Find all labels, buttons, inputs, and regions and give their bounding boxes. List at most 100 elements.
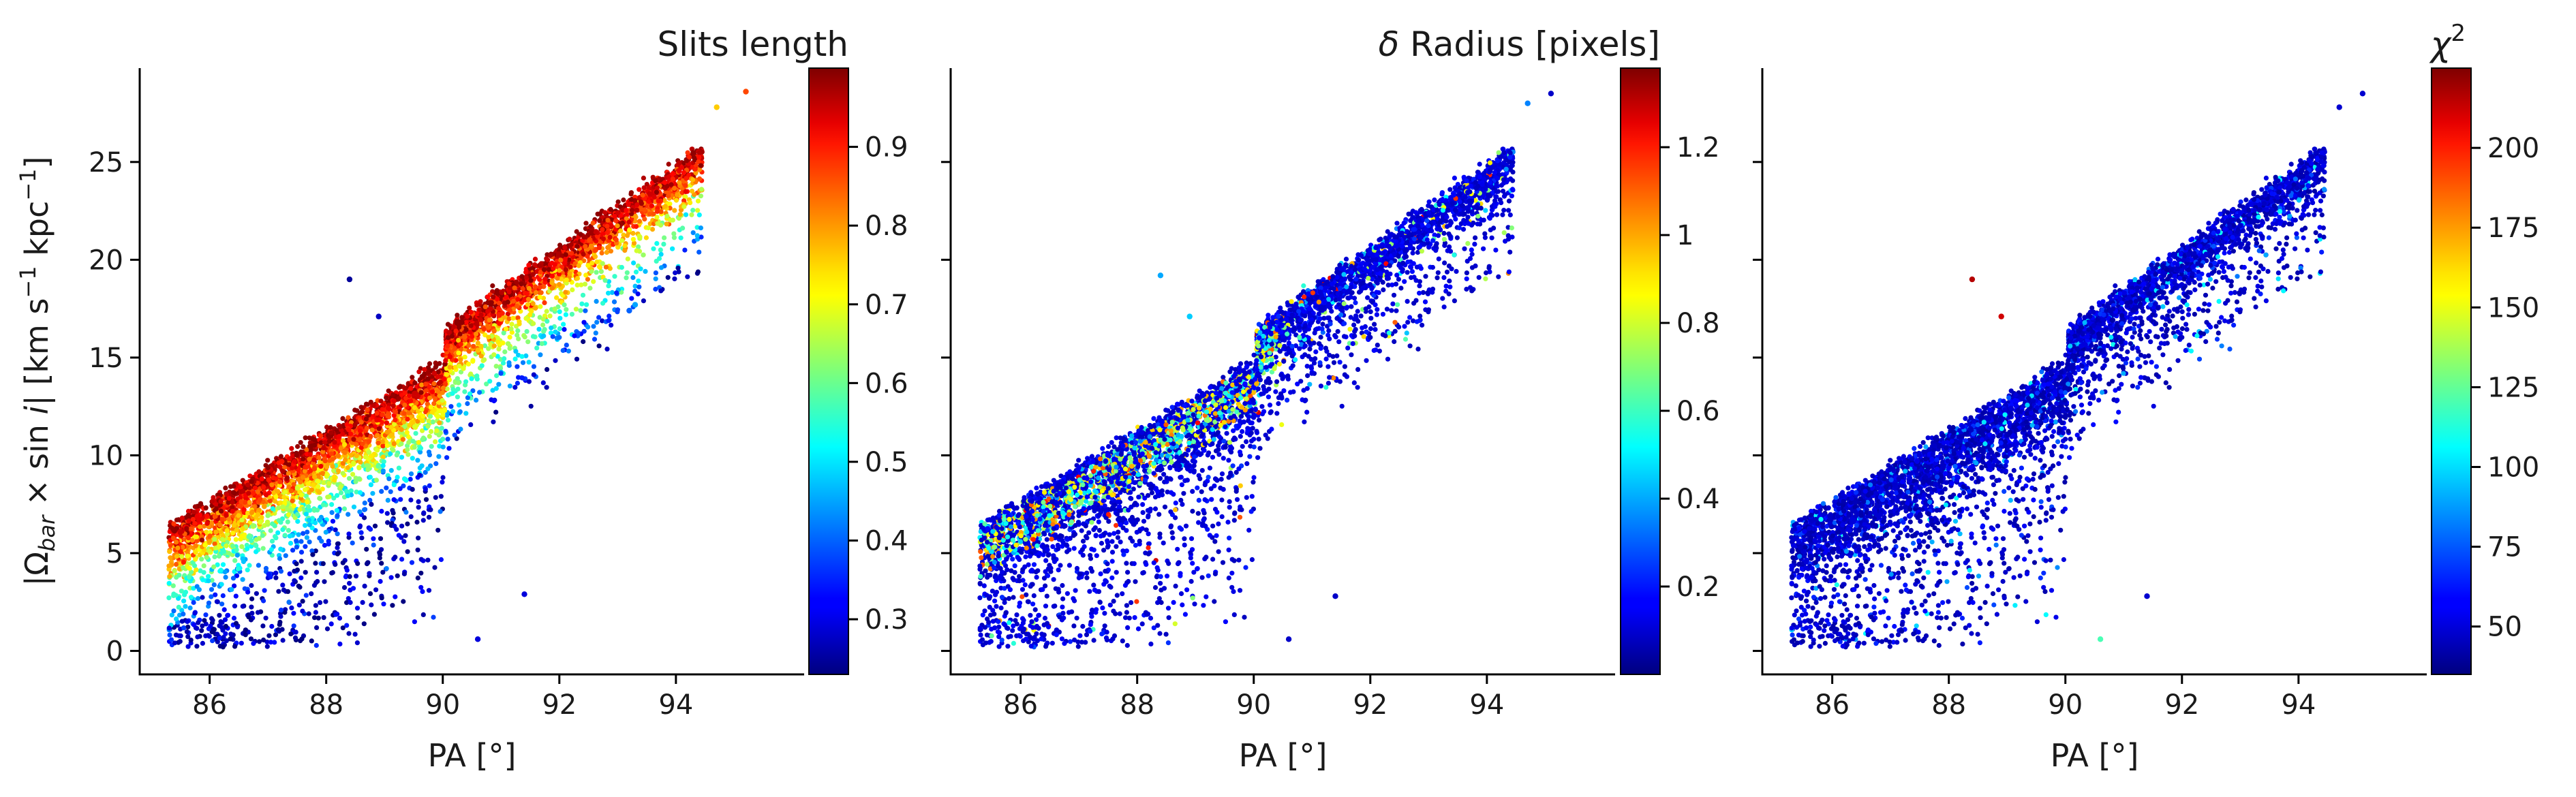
scatter-point [362,515,367,520]
scatter-point [254,537,259,542]
scatter-point [416,535,421,541]
scatter-point [618,228,624,234]
scatter-point [330,464,335,469]
scatter-point [433,396,438,401]
scatter-point [346,580,352,586]
scatter-point [533,284,538,290]
scatter-point [680,225,686,231]
scatter-point [490,388,495,393]
scatter-point [596,245,602,251]
scatter-point [337,615,343,621]
scatter-point [203,612,209,618]
scatter-point [589,260,595,266]
scatter-point [622,243,628,249]
scatter-point [185,512,191,518]
scatter-point [298,550,305,555]
scatter-point [493,409,499,415]
scatter-point [378,536,384,542]
scatter-point [179,589,184,594]
scatter-point [232,604,238,609]
scatter-point [641,252,646,257]
scatter-point [279,458,285,465]
scatter-point [538,304,543,309]
scatter-point [172,568,177,574]
scatter-point [289,446,294,452]
scatter-point [269,623,275,629]
scatter-point [482,343,488,349]
scatter-point [505,311,510,317]
scatter-point [398,497,403,502]
scatter-point [440,385,446,391]
scatter-point [293,629,298,635]
scatter-point [380,412,385,418]
scatter-point [557,334,562,340]
scatter-point [167,632,172,638]
scatter-point [466,349,472,354]
scatter-point [516,375,521,380]
scatter-point [343,457,348,463]
scatter-point [613,237,619,243]
scatter-point [372,523,378,529]
scatter-point [301,456,306,462]
scatter-point [232,644,238,649]
scatter-point [486,346,491,351]
scatter-point [229,587,234,593]
scatter-point [537,285,543,290]
scatter-point [166,580,172,586]
scatter-point [317,495,322,501]
scatter-point [485,294,491,300]
scatter-point [257,497,262,503]
scatter-point [315,578,320,584]
scatter-point [641,175,647,181]
scatter-point [415,547,420,552]
scatter-point [594,298,599,304]
scatter-point [621,197,626,203]
scatter-point [302,487,308,493]
scatter-point [277,465,283,470]
scatter-point [475,340,481,346]
scatter-point [294,452,299,458]
scatter-point [185,619,190,625]
scatter-point [375,448,380,453]
scatter-point [684,176,689,181]
scatter-point [582,281,588,287]
scatter-point [553,358,558,363]
scatter-point [215,562,220,567]
scatter-point [423,486,429,492]
scatter-points [166,89,749,650]
scatter-point [405,416,410,422]
scatter-point [429,428,434,435]
scatter-point [426,514,432,520]
scatter-point [658,251,664,257]
scatter-point [546,267,552,272]
scatter-point [384,511,390,516]
scatter-point [239,517,245,522]
scatter-point [629,208,635,213]
scatter-point [531,364,537,369]
scatter-point [606,283,611,289]
scatter-point [169,612,174,618]
scatter-point [563,290,568,295]
scatter-point [378,578,383,584]
scatter-point [629,296,634,301]
scatter-point [247,563,252,568]
scatter-point [264,644,270,649]
scatter-point [265,513,271,518]
scatter-point [329,510,335,516]
scatter-point [455,313,460,318]
scatter-point [280,504,286,510]
scatter-point [438,557,444,563]
scatter-point [542,300,547,305]
scatter-point [409,560,415,565]
scatter-point [316,484,321,489]
scatter-point [579,282,584,287]
scatter-point [486,334,491,340]
scatter-point [395,474,400,480]
scatter-point [410,439,416,444]
scatter-point [463,379,469,384]
scatter-point [313,603,318,608]
scatter-point [415,458,420,463]
scatter-point [268,640,273,645]
scatter-point [418,570,424,576]
scatter-point [215,631,220,637]
